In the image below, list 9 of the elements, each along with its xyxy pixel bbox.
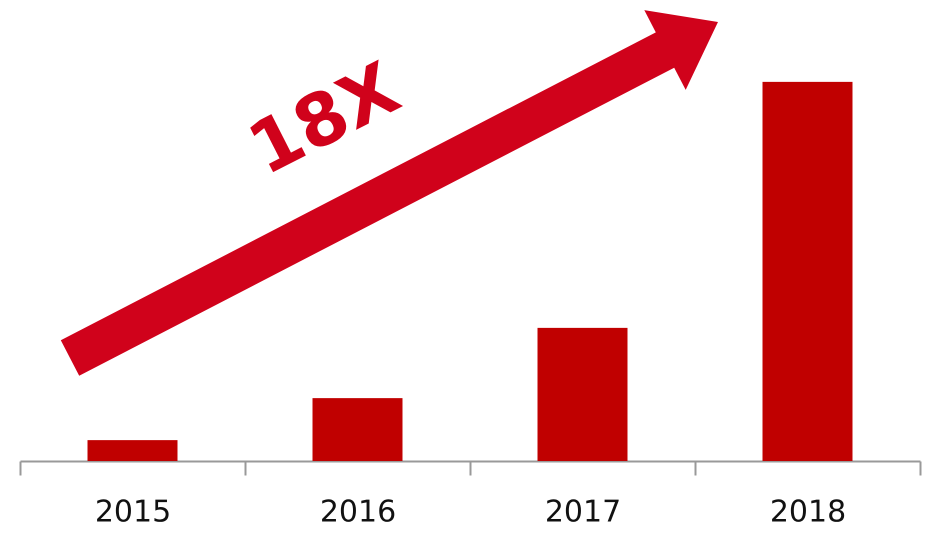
x-tick-label: 2015 [94,494,172,530]
annotation: 18X [235,46,412,192]
x-tick-label: 2018 [770,494,846,530]
x-tick-label: 2017 [544,494,622,530]
x-tick-label: 2016 [320,494,396,530]
bar [538,328,628,461]
bar [762,82,852,461]
bar [88,440,178,461]
bar [312,398,402,461]
